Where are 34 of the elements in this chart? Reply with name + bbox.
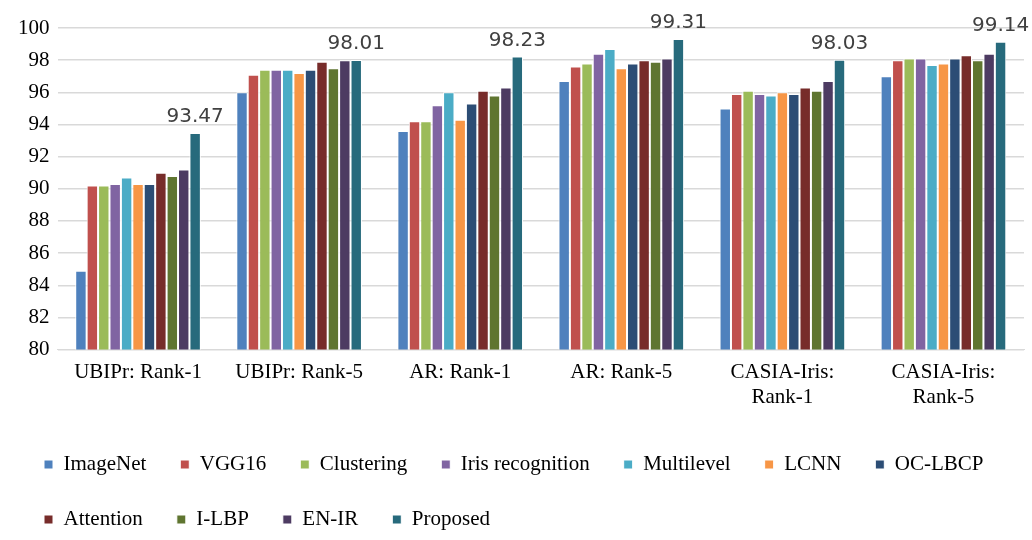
data-label: 98.01	[327, 30, 385, 55]
data-label: 99.31	[649, 9, 708, 34]
y-tick-label: 84	[28, 271, 50, 296]
x-tick-label: CASIA-Iris: Rank-5	[891, 358, 996, 408]
x-tick-label: UBIPr: Rank-1	[74, 358, 202, 383]
legend-label: Multilevel	[643, 451, 731, 476]
y-tick-label: 98	[28, 46, 50, 71]
legend-label: ImageNet	[63, 451, 147, 476]
legend-label: I-LBP	[196, 506, 249, 531]
y-tick-label: 96	[28, 78, 50, 103]
x-tick-label: AR: Rank-5	[570, 358, 673, 383]
legend-label: LCNN	[784, 451, 842, 476]
data-label: 98.23	[488, 26, 546, 51]
y-tick-label: 94	[28, 111, 50, 135]
y-tick-label: 88	[28, 207, 50, 232]
legend-label: Proposed	[411, 506, 491, 531]
legend-label: EN-IR	[302, 506, 359, 531]
y-tick-label: 82	[28, 303, 50, 328]
y-tick-label: 90	[28, 175, 50, 200]
legend-label: Iris recognition	[460, 451, 591, 476]
legend-label: OC-LBCP	[894, 451, 984, 476]
data-label: 93.47	[166, 103, 224, 128]
x-tick-label: AR: Rank-1	[409, 358, 512, 383]
x-tick-label: CASIA-Iris: Rank-1	[730, 358, 835, 408]
y-tick-label: 80	[28, 336, 50, 361]
data-label: 99.14	[971, 12, 1030, 37]
data-label: 98.03	[810, 29, 869, 54]
y-tick-label: 86	[28, 239, 50, 264]
x-tick-label: UBIPr: Rank-5	[235, 358, 363, 383]
legend-label: Clustering	[319, 451, 408, 476]
legend-label: Attention	[63, 506, 144, 531]
legend-label: VGG16	[199, 451, 267, 476]
y-tick-label: 100	[18, 14, 50, 39]
y-tick-label: 92	[28, 143, 50, 168]
